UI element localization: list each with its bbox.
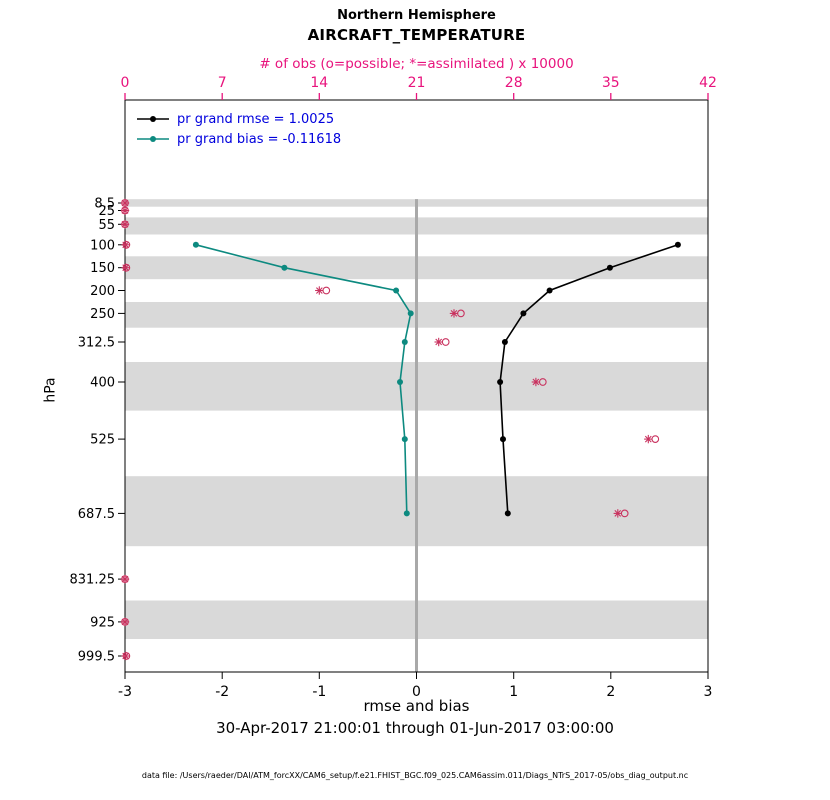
y-axis-tick-label: 250 — [90, 307, 115, 322]
obs-assimilated-marker — [450, 310, 458, 317]
legend-bias-label: pr grand bias = -0.11618 — [177, 131, 342, 147]
rmse-point — [500, 436, 506, 443]
y-axis-tick-label: 525 — [90, 433, 115, 448]
rmse-point — [501, 339, 508, 345]
top-axis-tick-label: 7 — [218, 75, 227, 91]
top-axis-tick-label: 14 — [310, 75, 328, 91]
top-axis-tick-label: 21 — [408, 75, 426, 91]
obs-assimilated-marker — [121, 618, 129, 626]
legend-entry-bias: pr grand bias = -0.11618 — [136, 129, 341, 149]
y-axis-tick-label: 25 — [98, 204, 115, 219]
obs-possible-marker — [651, 435, 660, 443]
bias-point — [393, 287, 400, 294]
top-axis-tick-label: 28 — [505, 75, 523, 91]
rmse-point — [674, 241, 681, 248]
legend-entry-rmse: pr grand rmse = 1.0025 — [136, 109, 341, 129]
y-axis-tick-label: 400 — [90, 376, 115, 391]
y-axis-tick-label: 687.5 — [78, 507, 115, 522]
x-axis-tick-label: 2 — [606, 684, 615, 700]
bias-point — [397, 379, 403, 385]
obs-assimilated-marker — [121, 575, 129, 583]
obs-assimilated-marker — [435, 338, 443, 346]
bias-point — [403, 510, 410, 517]
legend-bias-line-sample — [137, 136, 169, 142]
bias-point — [401, 436, 408, 443]
obs-assimilated-marker — [121, 207, 129, 214]
y-axis-tick-label: 925 — [90, 615, 115, 630]
obs-assimilated-marker — [614, 510, 622, 517]
obs-assimilated-marker — [121, 220, 129, 228]
obs-assimilated-marker — [644, 435, 652, 443]
bias-point — [281, 264, 288, 271]
x-axis-tick-label: 1 — [509, 684, 518, 700]
obs-possible-marker — [322, 286, 331, 295]
rmse-point — [497, 379, 504, 385]
y-axis-tick-label: 55 — [98, 218, 115, 233]
bias-point — [192, 241, 199, 248]
chart-legend: pr grand rmse = 1.0025 pr grand bias = -… — [136, 109, 341, 149]
x-axis-tick-label: 0 — [412, 684, 421, 700]
figure-title: Northern Hemisphere — [337, 8, 496, 23]
rmse-point — [546, 287, 553, 294]
y-axis-tick-label: 312.5 — [78, 336, 115, 351]
timespan-text: 30-Apr-2017 21:00:01 through 01-Jun-2017… — [216, 719, 614, 737]
obs-possible-marker — [441, 338, 450, 346]
x-axis-tick-label: -3 — [118, 684, 132, 700]
y-axis-tick-label: 8.5 — [94, 197, 115, 212]
obs-assimilated-marker — [121, 199, 129, 207]
y-axis-tick-label: 100 — [90, 238, 115, 253]
x-axis-label: rmse and bias — [363, 697, 470, 715]
top-axis-tick-label: 0 — [121, 75, 130, 91]
bias-point — [401, 339, 408, 345]
x-axis-tick-label: -1 — [312, 684, 326, 700]
rmse-line — [499, 244, 679, 514]
top-axis-label: # of obs (o=possible; *=assimilated ) x … — [259, 56, 574, 72]
datafile-text: data file: /Users/raeder/DAI/ATM_forcXX/… — [141, 771, 689, 780]
x-axis-tick-label: 3 — [704, 684, 713, 700]
bias-point — [407, 310, 414, 317]
y-axis-tick-label: 999.5 — [78, 650, 115, 665]
top-axis-tick-label: 42 — [699, 75, 717, 91]
rmse-point — [520, 310, 527, 317]
x-axis-tick-label: -2 — [215, 684, 229, 700]
obs-assimilated-marker — [122, 652, 130, 660]
top-axis-tick-label: 35 — [602, 75, 620, 91]
y-axis-tick-label: 831.25 — [70, 573, 116, 588]
legend-rmse-label: pr grand rmse = 1.0025 — [177, 111, 335, 127]
legend-rmse-line-sample — [137, 116, 169, 122]
figure-subtitle: AIRCRAFT_TEMPERATURE — [307, 26, 526, 44]
rmse-point — [606, 264, 613, 271]
y-axis-tick-label: 150 — [90, 261, 115, 276]
obs-assimilated-marker — [122, 264, 130, 272]
y-axis-tick-label: 200 — [90, 284, 115, 299]
rmse-point — [504, 510, 511, 517]
obs-assimilated-marker — [532, 378, 540, 386]
obs-assimilated-marker — [316, 287, 323, 294]
obs-assimilated-marker — [122, 241, 130, 249]
bias-line — [195, 244, 412, 514]
